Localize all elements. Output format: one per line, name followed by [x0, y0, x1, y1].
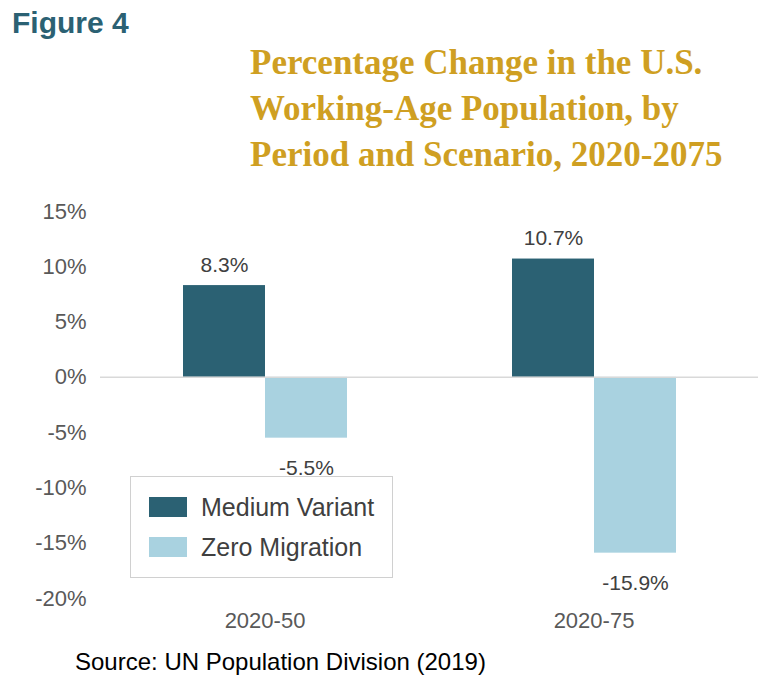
- svg-text:15%: 15%: [42, 199, 86, 224]
- svg-text:5%: 5%: [55, 309, 87, 334]
- svg-text:2020-75: 2020-75: [554, 608, 635, 633]
- svg-text:0%: 0%: [55, 364, 87, 389]
- svg-text:-15%: -15%: [35, 530, 86, 555]
- html-text:Figure 4: Figure 4: [12, 6, 129, 39]
- svg-text:10%: 10%: [42, 254, 86, 279]
- svg-text:10.7%: 10.7%: [524, 226, 584, 249]
- html-text:Source: UN Population Division: Source: UN Population Division (2019): [75, 648, 486, 675]
- svg-text:-15.9%: -15.9%: [602, 571, 669, 594]
- svg-text:-5%: -5%: [47, 420, 86, 445]
- html-text:Zero Migration: Zero Migration: [201, 532, 363, 561]
- html-text:Percentage Change in the U.S.: Percentage Change in the U.S. Working-Ag…: [250, 43, 723, 174]
- svg-text:-10%: -10%: [35, 475, 86, 500]
- svg-text:8.3%: 8.3%: [201, 253, 249, 276]
- svg-text:-20%: -20%: [35, 586, 86, 611]
- html-text:Medium Variant: Medium Variant: [201, 492, 375, 521]
- svg-text:-5.5%: -5.5%: [279, 456, 334, 480]
- svg-text:2020-50: 2020-50: [225, 608, 306, 633]
